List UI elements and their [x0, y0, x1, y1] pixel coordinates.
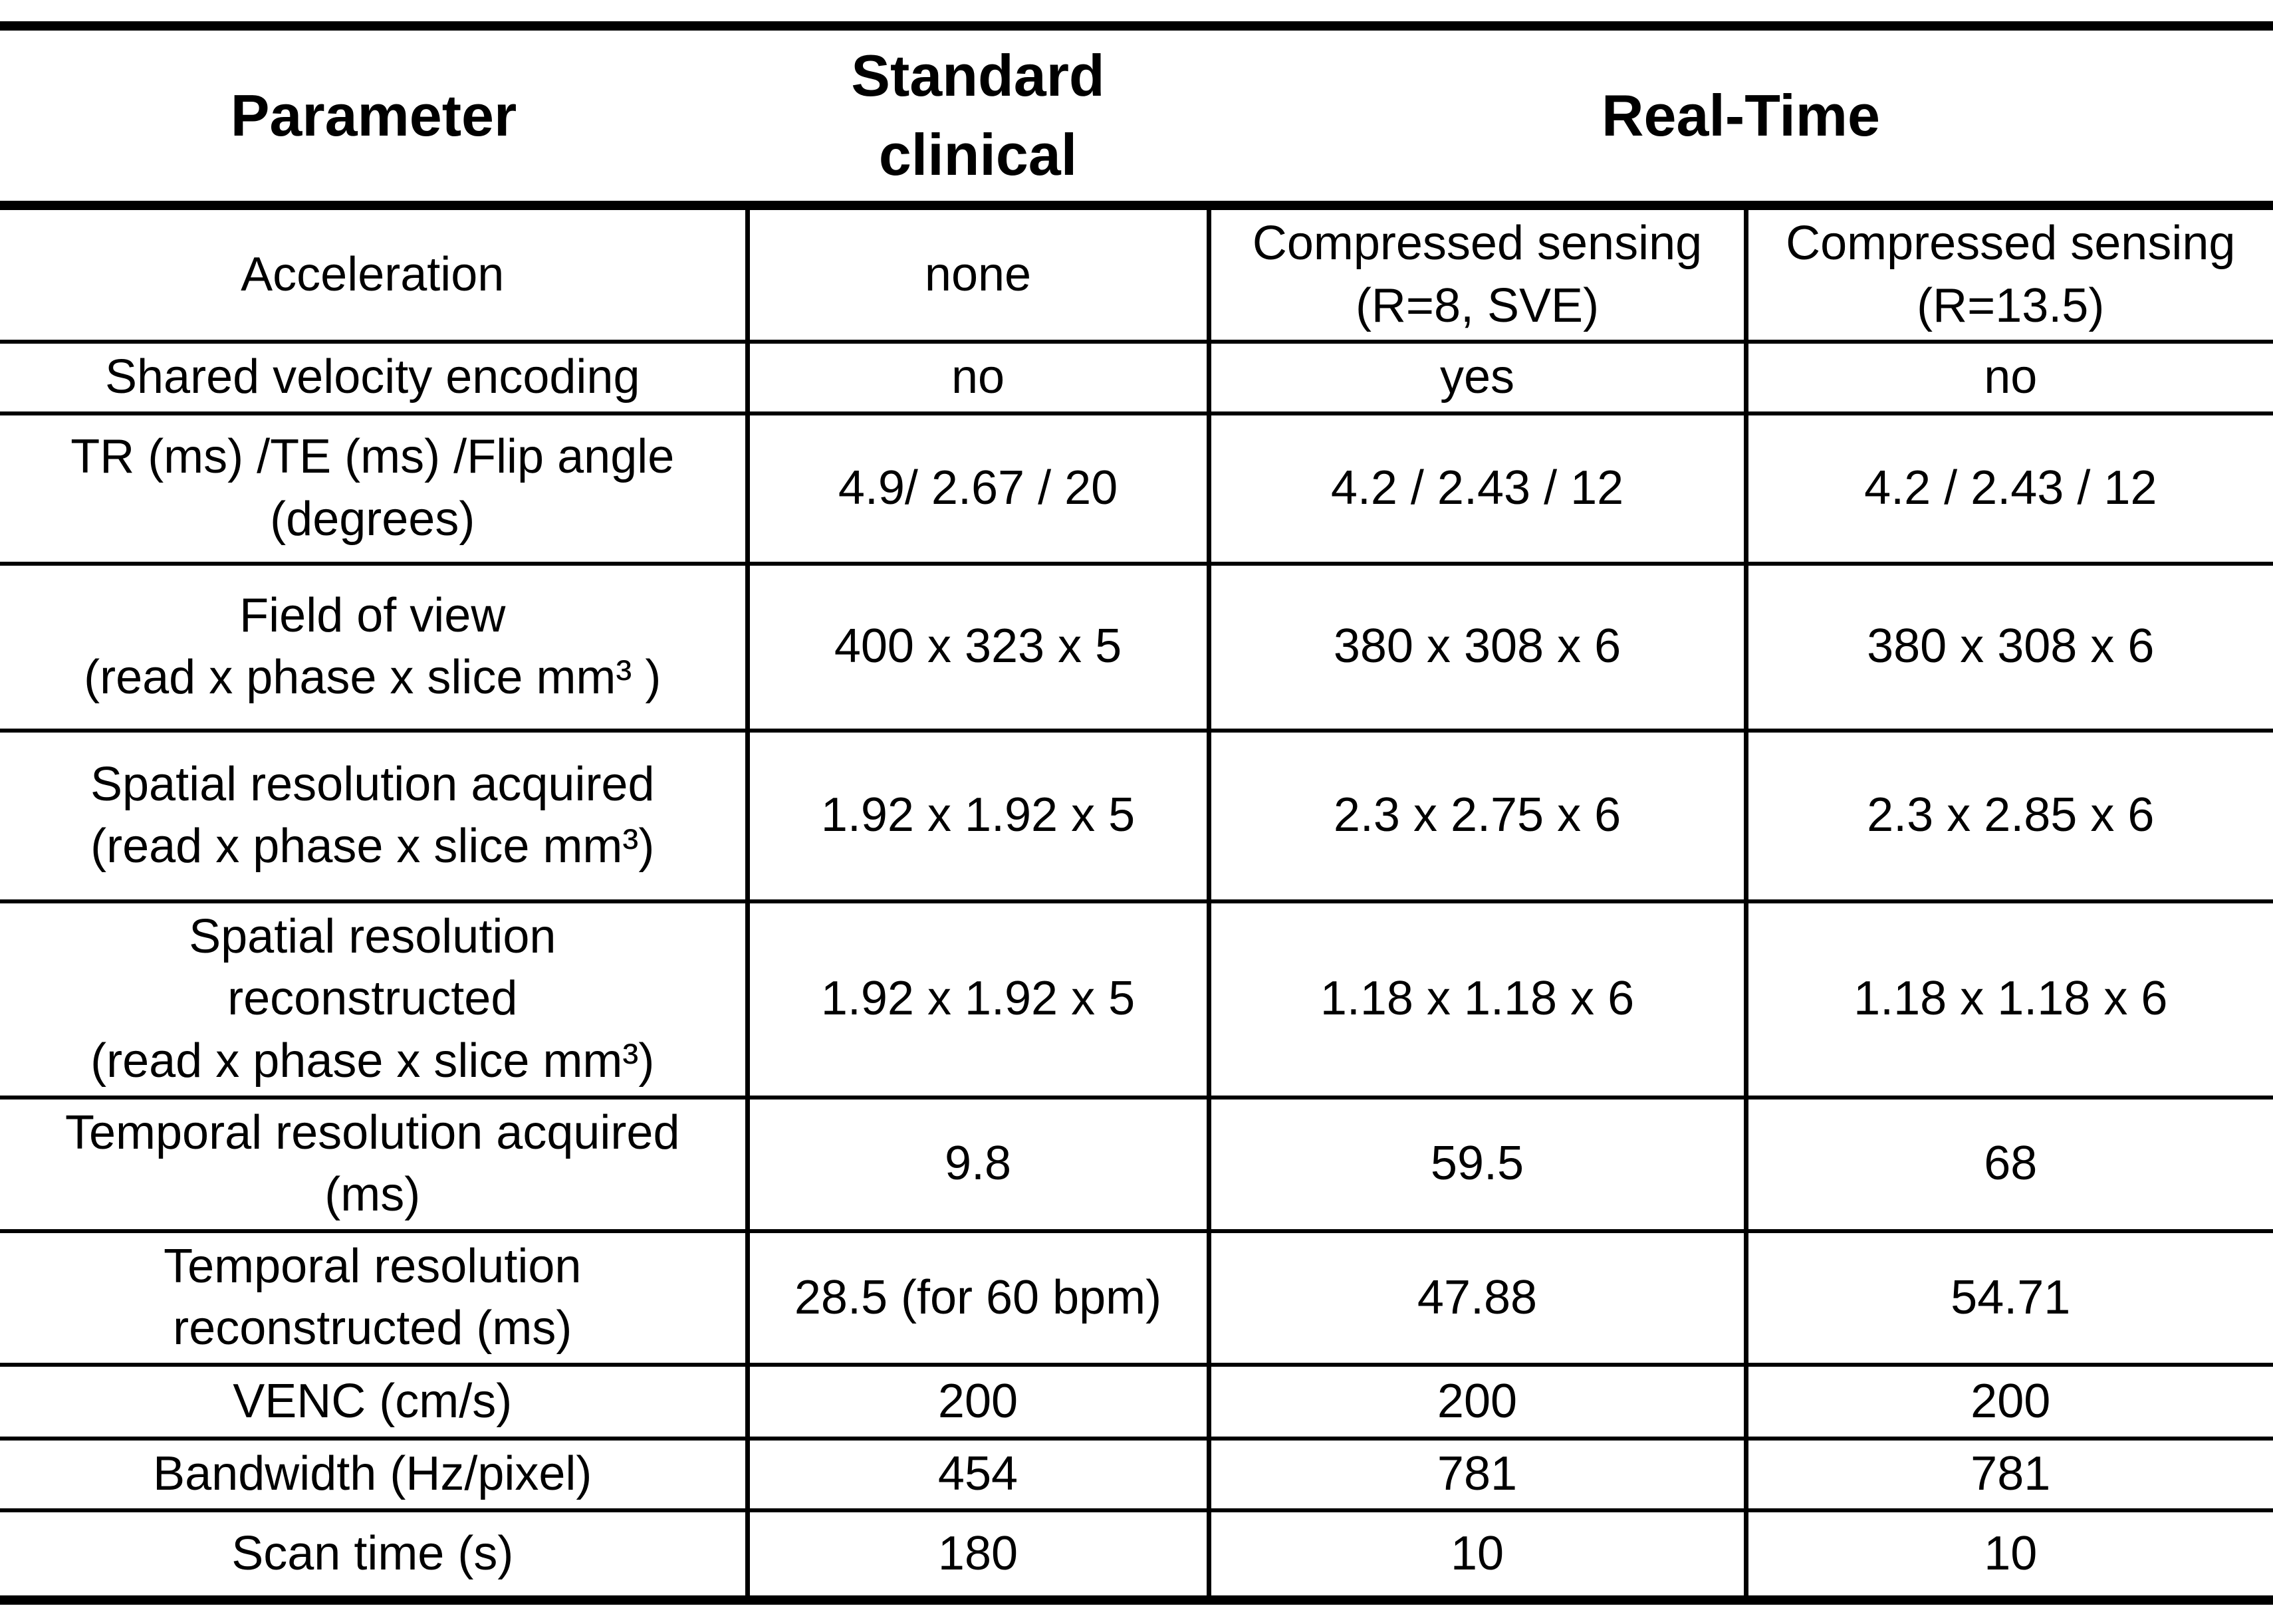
table-row-spatial-resolution-reconstructed: Spatial resolution reconstructed (read x…	[0, 901, 2273, 1100]
table-row-temporal-resolution-reconstructed: Temporal resolution reconstructed (ms) 2…	[0, 1230, 2273, 1367]
value-cell-realtime-r8: Compressed sensing (R=8, SVE)	[1206, 205, 1746, 344]
table-row-shared-velocity-encoding: Shared velocity encoding no yes no	[0, 342, 2273, 415]
value-cell-standard: 180	[745, 1510, 1209, 1600]
header-parameter: Parameter	[0, 26, 747, 210]
row-label-cell: Temporal resolution reconstructed (ms)	[0, 1230, 747, 1367]
value-cell-realtime-r135: 10	[1743, 1510, 2273, 1600]
value-cell-realtime-r8: 380 x 308 x 6	[1206, 563, 1746, 733]
value-cell-standard: none	[745, 205, 1209, 344]
value-cell-standard: 200	[745, 1364, 1209, 1441]
table-row-tr-te-flip: TR (ms) /TE (ms) /Flip angle (degrees) 4…	[0, 413, 2273, 566]
row-label-cell: Spatial resolution reconstructed (read x…	[0, 901, 747, 1100]
header-real-time: Real-Time	[1209, 26, 2273, 210]
value-cell-realtime-r135: Compressed sensing (R=13.5)	[1743, 205, 2273, 344]
value-cell-realtime-r135: 781	[1743, 1438, 2273, 1512]
value-cell-realtime-r135: 380 x 308 x 6	[1743, 563, 2273, 733]
row-label-cell: Spatial resolution acquired (read x phas…	[0, 730, 747, 903]
table-row-temporal-resolution-acquired: Temporal resolution acquired (ms) 9.8 59…	[0, 1097, 2273, 1233]
value-cell-standard: 454	[745, 1438, 1209, 1512]
value-cell-realtime-r135: 2.3 x 2.85 x 6	[1743, 730, 2273, 903]
value-cell-realtime-r135: 54.71	[1743, 1230, 2273, 1367]
value-cell-realtime-r135: 200	[1743, 1364, 2273, 1441]
value-cell-standard: 28.5 (for 60 bpm)	[745, 1230, 1209, 1367]
table-row-venc: VENC (cm/s) 200 200 200	[0, 1364, 2273, 1441]
value-cell-standard: 400 x 323 x 5	[745, 563, 1209, 733]
value-cell-standard: no	[745, 342, 1209, 415]
row-label-cell: Acceleration	[0, 205, 747, 344]
row-label-cell: Bandwidth (Hz/pixel)	[0, 1438, 747, 1512]
value-cell-realtime-r8: 781	[1206, 1438, 1746, 1512]
table-row-acceleration: Acceleration none Compressed sensing (R=…	[0, 205, 2273, 344]
value-cell-realtime-r8: 2.3 x 2.75 x 6	[1206, 730, 1746, 903]
value-cell-realtime-r8: 59.5	[1206, 1097, 1746, 1233]
value-cell-standard: 1.92 x 1.92 x 5	[745, 901, 1209, 1100]
row-label-cell: Field of view (read x phase x slice mm³ …	[0, 563, 747, 733]
parameters-table: Parameter Standard clinical Real-Time Ac…	[0, 21, 2273, 1605]
value-cell-standard: 1.92 x 1.92 x 5	[745, 730, 1209, 903]
row-label-cell: Scan time (s)	[231, 1526, 514, 1580]
value-cell-realtime-r135: no	[1743, 342, 2273, 415]
value-cell-realtime-r8: 200	[1206, 1364, 1746, 1441]
mri-parameters-table: Parameter Standard clinical Real-Time Ac…	[0, 21, 2273, 1605]
value-cell-standard: 4.9/ 2.67 / 20	[745, 413, 1209, 566]
value-cell-realtime-r135: 1.18 x 1.18 x 6	[1743, 901, 2273, 1100]
row-label-cell: TR (ms) /TE (ms) /Flip angle (degrees)	[0, 413, 747, 566]
value-cell-standard: 9.8	[745, 1097, 1209, 1233]
table-row-scan-time: Scan time (s) 180 10 10	[0, 1510, 2273, 1600]
value-cell-realtime-r8: yes	[1206, 342, 1746, 415]
value-cell-realtime-r8: 1.18 x 1.18 x 6	[1206, 901, 1746, 1100]
table-row-field-of-view: Field of view (read x phase x slice mm³ …	[0, 563, 2273, 733]
table-row-spatial-resolution-acquired: Spatial resolution acquired (read x phas…	[0, 730, 2273, 903]
value-cell-realtime-r8: 4.2 / 2.43 / 12	[1206, 413, 1746, 566]
table-row-bandwidth: Bandwidth (Hz/pixel) 454 781 781	[0, 1438, 2273, 1512]
value-cell-realtime-r8: 47.88	[1206, 1230, 1746, 1367]
value-cell-realtime-r8: 10	[1206, 1510, 1746, 1600]
value-cell-realtime-r135: 4.2 / 2.43 / 12	[1743, 413, 2273, 566]
row-label-cell: Temporal resolution acquired (ms)	[0, 1097, 747, 1233]
row-label-cell: VENC (cm/s)	[0, 1364, 747, 1441]
value-cell-realtime-r135: 68	[1743, 1097, 2273, 1233]
header-standard-clinical: Standard clinical	[747, 26, 1209, 210]
row-label-cell: Shared velocity encoding	[0, 342, 747, 415]
table-header-row: Parameter Standard clinical Real-Time	[0, 26, 2273, 210]
